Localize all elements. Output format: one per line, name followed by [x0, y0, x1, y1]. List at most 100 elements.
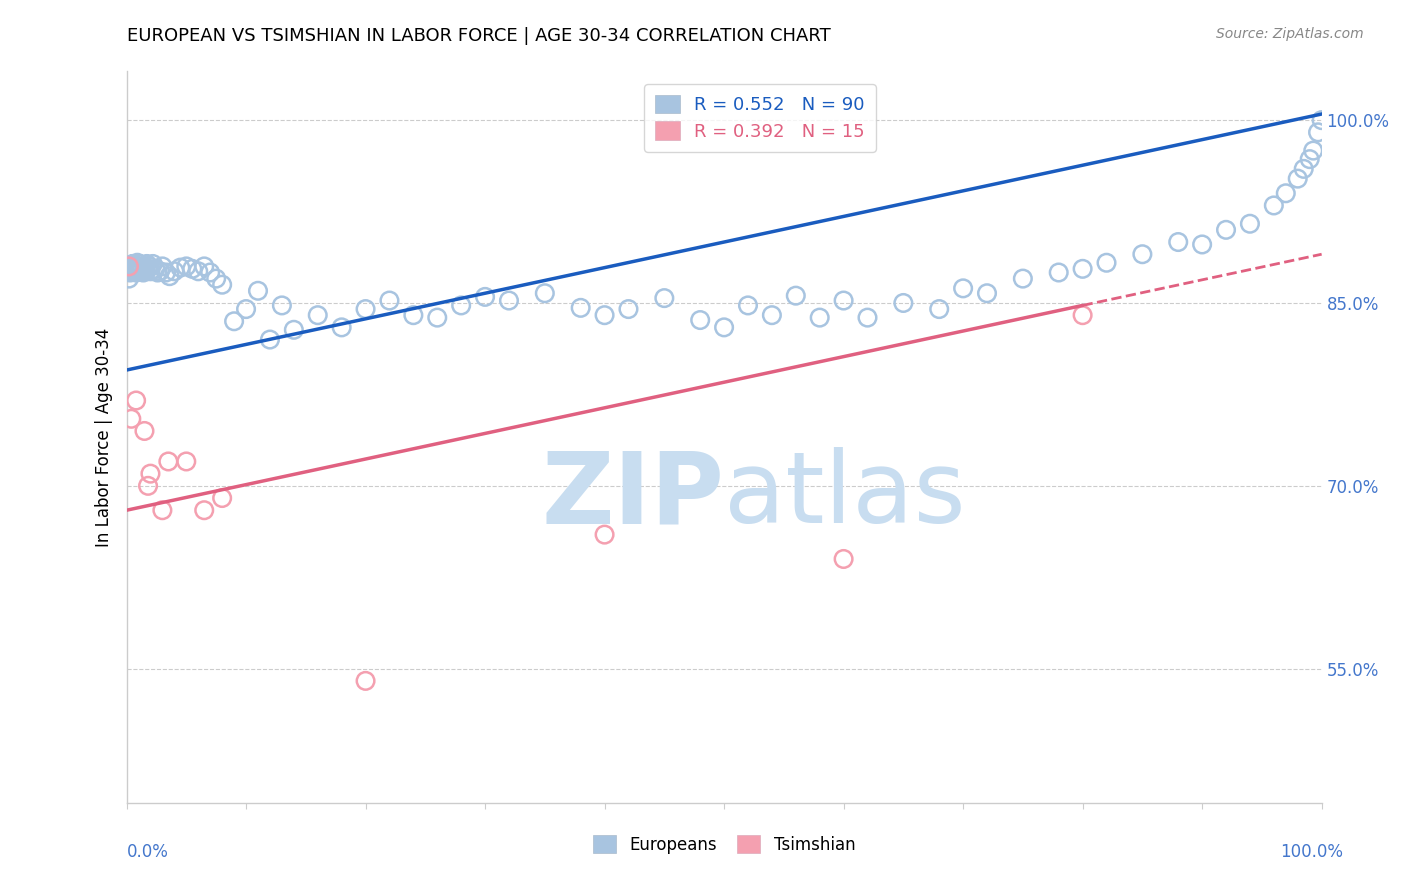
Point — [135, 264, 157, 278]
Point — [124, 260, 146, 274]
Point — [450, 298, 472, 312]
Point — [118, 260, 141, 274]
Point — [155, 265, 177, 279]
Point — [928, 301, 950, 317]
Point — [832, 552, 855, 566]
Point — [498, 293, 520, 308]
Point — [402, 308, 425, 322]
Point — [617, 301, 640, 317]
Text: 100.0%: 100.0% — [1279, 843, 1343, 861]
Point — [187, 264, 209, 278]
Point — [124, 263, 146, 277]
Point — [652, 291, 675, 305]
Point — [134, 260, 156, 274]
Point — [1239, 217, 1261, 231]
Point — [1286, 171, 1309, 186]
Point — [569, 301, 592, 315]
Point — [689, 313, 711, 327]
Point — [1298, 152, 1320, 166]
Point — [146, 265, 169, 279]
Point — [330, 320, 353, 334]
Point — [270, 298, 294, 312]
Point — [593, 527, 616, 541]
Point — [808, 310, 831, 325]
Point — [1095, 256, 1118, 270]
Point — [150, 260, 174, 274]
Point — [205, 271, 228, 285]
Point — [952, 281, 974, 295]
Point — [1130, 247, 1153, 261]
Point — [120, 412, 142, 426]
Point — [211, 491, 233, 505]
Point — [125, 393, 148, 408]
Point — [737, 298, 759, 312]
Point — [138, 260, 160, 274]
Point — [761, 308, 783, 322]
Point — [354, 301, 377, 317]
Point — [1274, 186, 1296, 201]
Point — [131, 261, 153, 276]
Point — [118, 271, 141, 285]
Point — [235, 301, 257, 317]
Point — [1167, 235, 1189, 249]
Point — [134, 424, 156, 438]
Point — [1263, 198, 1285, 212]
Point — [1306, 125, 1329, 139]
Point — [142, 257, 165, 271]
Point — [139, 264, 162, 278]
Point — [120, 261, 142, 276]
Point — [127, 264, 149, 278]
Point — [1215, 223, 1237, 237]
Point — [181, 261, 204, 276]
Point — [169, 260, 191, 275]
Point — [193, 260, 215, 274]
Point — [143, 261, 166, 276]
Point — [122, 261, 145, 276]
Text: 0.0%: 0.0% — [127, 843, 169, 861]
Point — [1071, 308, 1094, 322]
Point — [259, 333, 281, 347]
Point — [593, 308, 616, 322]
Point — [1011, 271, 1033, 285]
Y-axis label: In Labor Force | Age 30-34: In Labor Force | Age 30-34 — [94, 327, 112, 547]
Point — [122, 257, 145, 271]
Point — [222, 314, 246, 328]
Point — [211, 277, 233, 292]
Point — [121, 257, 143, 271]
Point — [1071, 261, 1094, 276]
Point — [174, 454, 197, 468]
Point — [785, 288, 807, 302]
Point — [1302, 144, 1324, 158]
Point — [1047, 265, 1070, 279]
Point — [163, 264, 186, 278]
Text: Source: ZipAtlas.com: Source: ZipAtlas.com — [1216, 27, 1364, 41]
Point — [283, 323, 305, 337]
Point — [129, 264, 152, 278]
Point — [832, 293, 855, 308]
Point — [193, 503, 215, 517]
Point — [127, 256, 149, 270]
Point — [136, 261, 159, 276]
Text: atlas: atlas — [724, 447, 966, 544]
Point — [127, 260, 149, 274]
Point — [1191, 237, 1213, 252]
Point — [150, 503, 174, 517]
Text: ZIP: ZIP — [541, 447, 724, 544]
Point — [157, 454, 180, 468]
Point — [120, 260, 142, 274]
Point — [307, 308, 329, 322]
Point — [128, 257, 150, 271]
Point — [891, 296, 914, 310]
Point — [713, 320, 735, 334]
Point — [121, 264, 143, 278]
Point — [533, 286, 555, 301]
Point — [139, 467, 162, 481]
Point — [125, 265, 148, 279]
Point — [136, 479, 159, 493]
Point — [127, 261, 149, 276]
Point — [174, 260, 197, 274]
Point — [135, 257, 157, 271]
Point — [976, 286, 998, 301]
Point — [247, 284, 270, 298]
Point — [200, 265, 222, 279]
